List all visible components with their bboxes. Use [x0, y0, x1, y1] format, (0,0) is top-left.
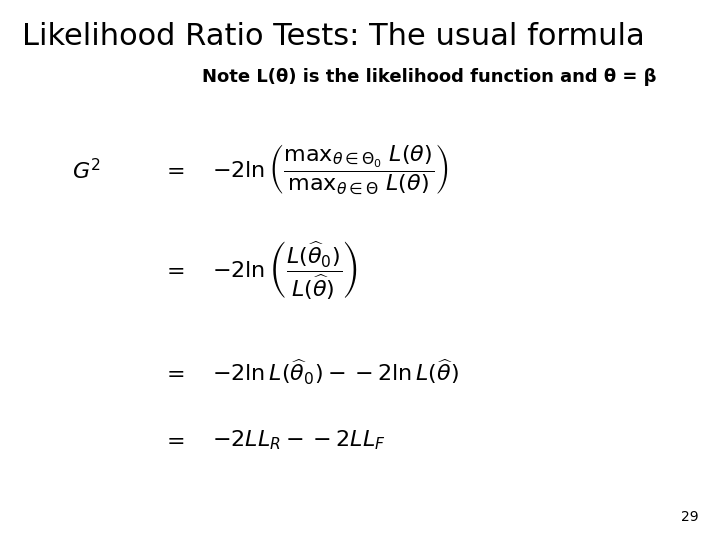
Text: $=$: $=$ [162, 362, 184, 383]
Text: $=$: $=$ [162, 430, 184, 450]
Text: $-2\ln\left(\dfrac{L(\widehat{\theta}_0)}{L(\widehat{\theta})}\right)$: $-2\ln\left(\dfrac{L(\widehat{\theta}_0)… [212, 239, 359, 301]
Text: Likelihood Ratio Tests: The usual formula: Likelihood Ratio Tests: The usual formul… [22, 22, 644, 51]
Text: $=$: $=$ [162, 260, 184, 280]
Text: Note L(θ) is the likelihood function and θ = β: Note L(θ) is the likelihood function and… [202, 68, 656, 85]
Text: 29: 29 [681, 510, 698, 524]
Text: $-2LL_R--2LL_F$: $-2LL_R--2LL_F$ [212, 428, 386, 452]
Text: $G^2$: $G^2$ [72, 158, 101, 183]
Text: $-2\ln L(\widehat{\theta}_0)--2\ln L(\widehat{\theta})$: $-2\ln L(\widehat{\theta}_0)--2\ln L(\wi… [212, 358, 459, 387]
Text: $=$: $=$ [162, 160, 184, 180]
Text: $-2\ln\left(\dfrac{\mathrm{max}_{\theta\in\Theta_0}\ L(\theta)}{\mathrm{max}_{\t: $-2\ln\left(\dfrac{\mathrm{max}_{\theta\… [212, 143, 449, 197]
